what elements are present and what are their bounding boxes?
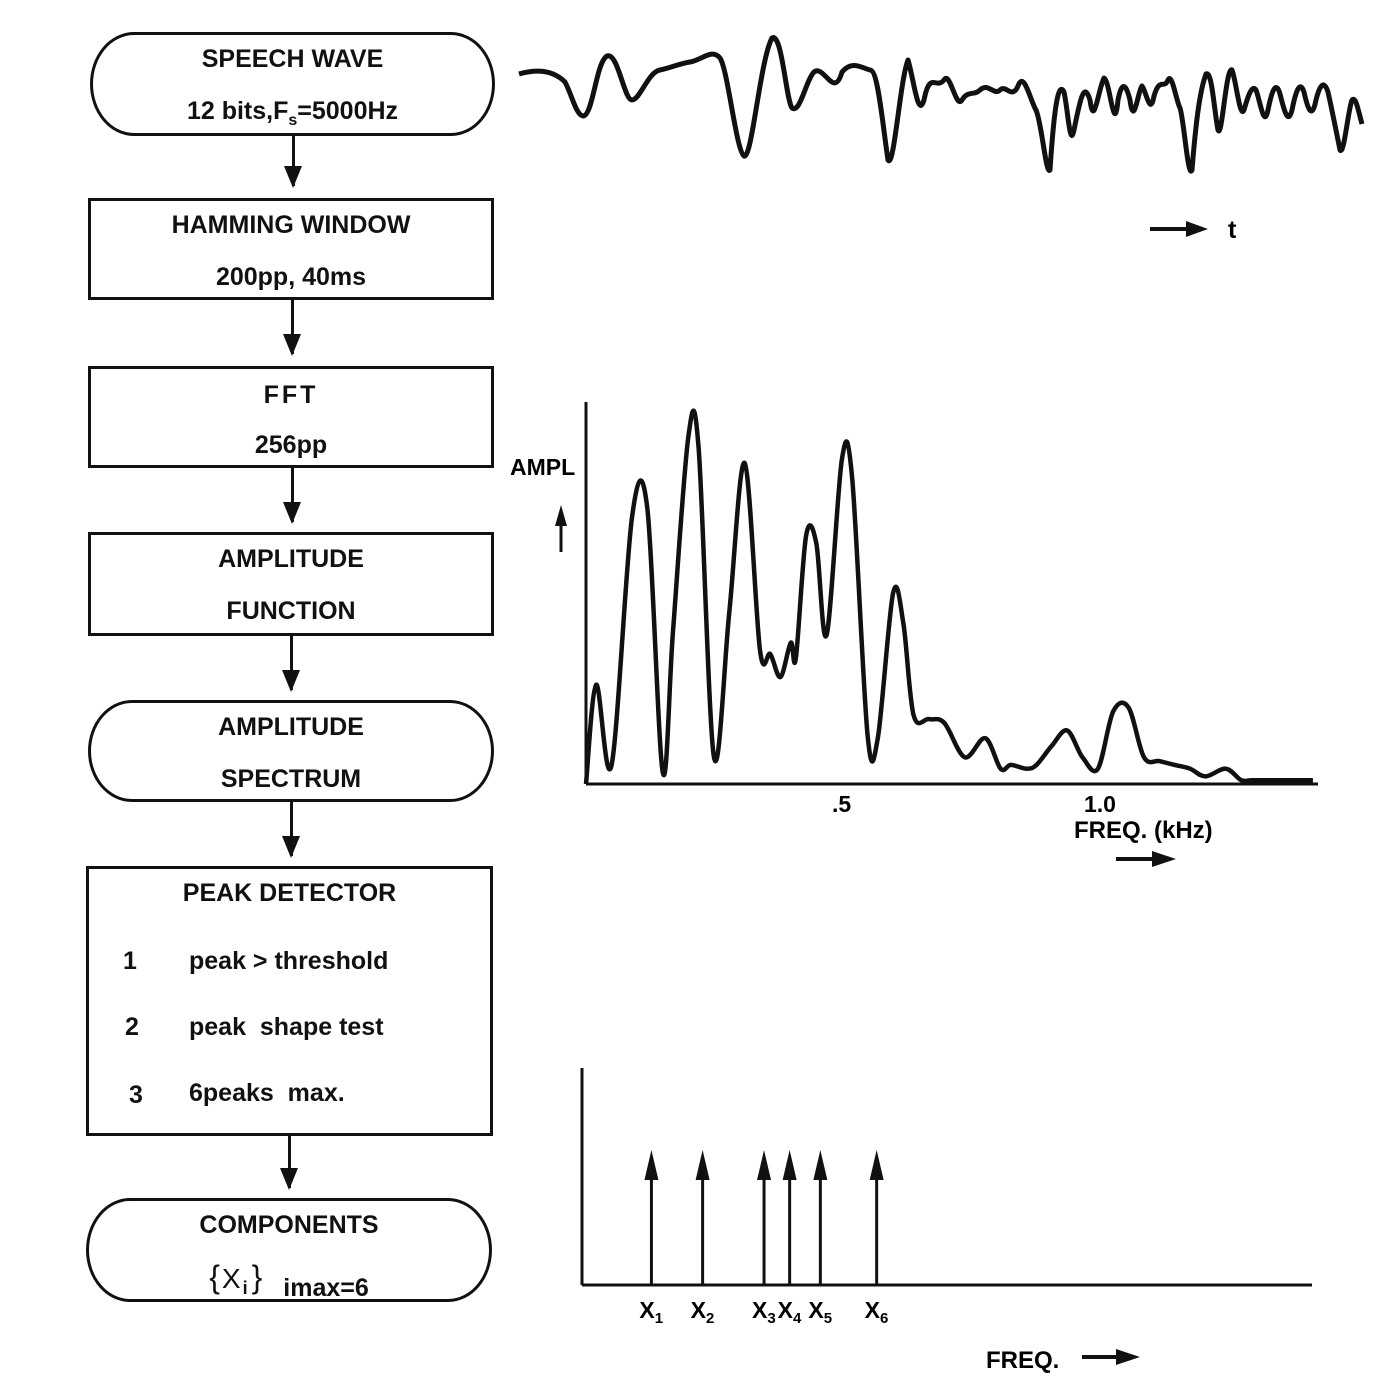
x-tick-10: 1.0 [1084,791,1116,817]
peak-detector-box: PEAK DETECTOR 1 peak > threshold 2 peak … [86,866,493,1136]
freq-arrow [1082,1349,1140,1365]
amplitude-function-line2: FUNCTION [226,597,356,625]
flow-arrow-3 [283,468,301,524]
component-label-6: X6 [865,1297,889,1327]
amplitude-function-box: AMPLITUDE FUNCTION [88,532,494,636]
amplitude-spectrum-line2: SPECTRUM [220,765,362,793]
components-box: COMPONENTS {X i} imax=6 [86,1198,492,1302]
fft-box: FFT 256pp [88,366,494,468]
component-arrow-6 [869,1150,884,1285]
spectrum-x-label: FREQ. (kHz) [1074,817,1213,844]
flow-arrow-1 [284,136,302,188]
component-label-1: X1 [639,1297,663,1327]
spectrum-y-label: AMPL [510,454,575,480]
speech-wave-detail: 12 bits,Fs=5000Hz [186,97,399,129]
y-axis-arrow [555,505,567,552]
peak-step-2-num: 2 [125,1013,139,1041]
waveform-line [518,35,1365,174]
component-arrow-4 [782,1150,797,1285]
peak-step-2-text: peak shape test [189,1013,384,1041]
fft-detail: 256pp [254,431,328,459]
freq-khz-arrow [1116,851,1176,867]
speech-wave-title: SPEECH WAVE [201,45,384,73]
flow-arrow-2 [283,300,301,356]
flow-arrow-6 [280,1136,298,1190]
amplitude-spectrum-box: AMPLITUDE SPECTRUM [88,700,494,802]
amplitude-spectrum-line1: AMPLITUDE [218,713,364,741]
hamming-window-detail: 200pp, 40ms [215,263,367,291]
time-arrow [1150,221,1208,237]
flow-arrow-4 [282,636,300,692]
speech-waveform: t [518,35,1365,244]
peak-step-1-num: 1 [123,947,137,975]
components-set: {X i} imax=6 [209,1259,369,1302]
peak-step-3-num: 3 [129,1081,143,1109]
amplitude-function-line1: AMPLITUDE [218,545,364,573]
component-label-5: X5 [808,1297,832,1327]
hamming-window-box: HAMMING WINDOW 200pp, 40ms [88,198,494,300]
peak-step-3-text: 6peaks max. [189,1079,345,1107]
speech-wave-box: SPEECH WAVE 12 bits,Fs=5000Hz [90,32,495,136]
amplitude-spectrum-chart: AMPL .5 1.0 FREQ. (kHz) [510,402,1318,867]
component-label-3: X3 [752,1297,776,1327]
fft-title: FFT [263,381,319,409]
component-arrow-2 [695,1150,710,1285]
time-label: t [1228,216,1237,244]
components-title: COMPONENTS [199,1211,379,1239]
spectrum-line [583,408,1313,785]
peak-step-1-text: peak > threshold [189,947,389,975]
component-arrow-1 [644,1150,659,1285]
hamming-window-title: HAMMING WINDOW [171,211,411,239]
component-arrow-5 [813,1150,828,1285]
components-x-label: FREQ. [986,1347,1059,1374]
component-label-4: X4 [778,1297,802,1327]
flow-arrow-5 [282,802,300,858]
component-arrow-3 [757,1150,772,1285]
peak-detector-title: PEAK DETECTOR [182,879,397,907]
component-label-2: X2 [691,1297,715,1327]
x-tick-05: .5 [832,791,851,817]
